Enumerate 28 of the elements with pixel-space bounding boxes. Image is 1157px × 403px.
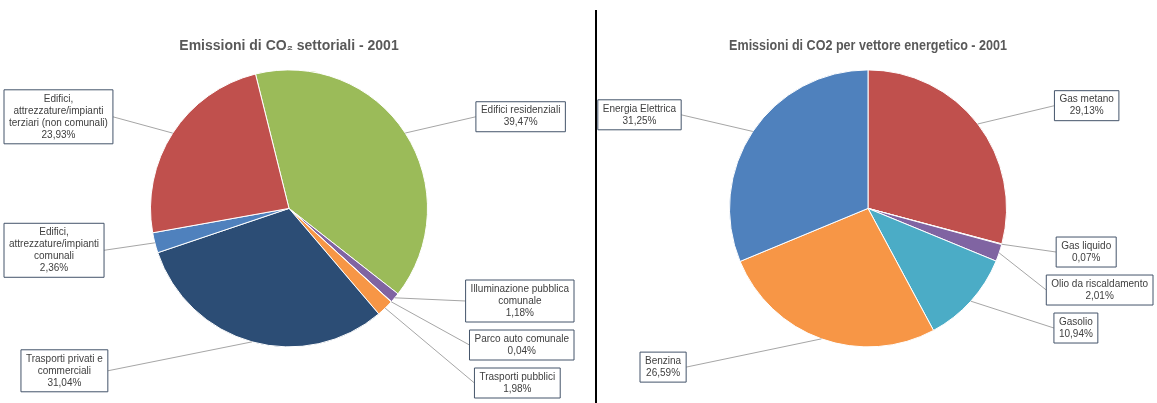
data-label: 29,13%	[1069, 105, 1104, 117]
data-label: 23,93%	[41, 128, 76, 140]
data-label: 10,94%	[1058, 327, 1093, 339]
data-label: 0,04%	[507, 344, 537, 356]
slice-label: Illuminazione pubblica comunale	[470, 282, 570, 306]
data-label: 26,59%	[646, 366, 681, 378]
data-label: 1,18%	[505, 306, 535, 318]
slice-label: Gas metano	[1059, 93, 1115, 105]
slice-label: Gasolio	[1058, 315, 1094, 327]
slice-label: Benzina	[645, 354, 682, 366]
data-label: 2,36%	[39, 262, 69, 274]
slice-label: Trasporti pubblici	[479, 370, 556, 382]
slice-label: Energia Elettrica	[602, 102, 677, 114]
data-label: 1,98%	[503, 382, 532, 394]
slice-label: Olio da riscaldamento	[1051, 277, 1149, 289]
data-label: 31,25%	[622, 114, 657, 126]
slice-label: Parco auto comunale	[474, 332, 570, 344]
chart-title: Emissioni di CO₂ settoriali - 2001	[179, 37, 399, 54]
slice-label: Edifici, attrezzature/impianti terziari (non comunali)	[8, 92, 108, 128]
data-label: 0,07%	[1071, 251, 1101, 263]
chart-title: Emissioni di CO2 per vettore energetico - 2001	[729, 37, 1008, 54]
slice-label: Edifici residenziali	[480, 104, 561, 116]
data-label: 31,04%	[47, 376, 82, 388]
slice-label: Trasporti privati e commerciali	[25, 352, 104, 376]
data-label: 2,01%	[1085, 289, 1114, 301]
slice-label: Edifici, attrezzature/impianti comunali	[9, 226, 100, 262]
data-label: 39,47%	[503, 116, 538, 128]
slice-label: Gas liquido	[1061, 239, 1112, 251]
